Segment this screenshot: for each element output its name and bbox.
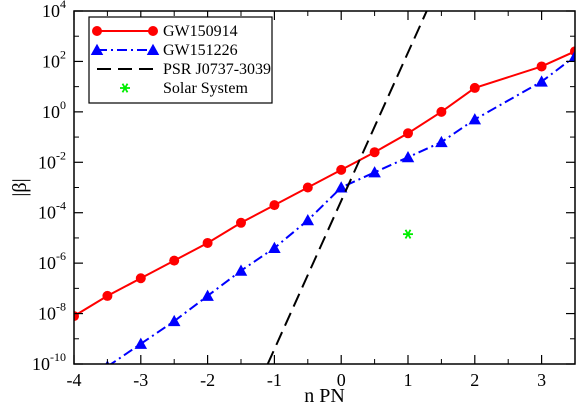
- series-layer: [74, 11, 575, 364]
- data-point-gw150914: [469, 82, 480, 93]
- data-point-gw150914: [269, 200, 280, 211]
- y-tick-label: 100: [42, 98, 66, 122]
- data-point-gw150914: [436, 106, 447, 117]
- series-gw151226: [105, 50, 575, 364]
- x-tick-label: -3: [133, 370, 148, 390]
- data-point-gw151226: [401, 150, 415, 163]
- y-tick-label: 10-2: [38, 148, 66, 172]
- x-tick-label: -4: [67, 370, 82, 390]
- y-tick-label: 102: [42, 47, 66, 71]
- y-tick-label: 10-10: [32, 350, 66, 374]
- data-point-gw151226: [268, 241, 281, 254]
- legend-label-gw150914: GW150914: [163, 23, 238, 40]
- data-point-gw151226: [167, 314, 181, 327]
- y-tick-label: 104: [42, 0, 66, 21]
- legend-marker-gw151226: [146, 43, 160, 55]
- data-point-gw151226: [368, 166, 381, 178]
- legend-marker-gw150914: [148, 26, 158, 36]
- x-tick-label: -1: [267, 370, 282, 390]
- data-point-gw150914: [135, 273, 146, 284]
- data-point-gw150914: [202, 237, 213, 248]
- data-point-gw151226: [134, 337, 148, 349]
- legend-label-gw151226: GW151226: [163, 42, 238, 59]
- tick-labels-layer: -4 -3 -2 -1 0 1 2 3 10-10 10-8 10-6 10-4 10-2 100 102 1…: [32, 0, 546, 390]
- data-point-gw150914: [369, 147, 380, 158]
- x-tick-label: 2: [470, 370, 479, 390]
- legend-marker-solar-system: [120, 83, 130, 93]
- data-point-gw150914: [169, 255, 180, 266]
- data-point-gw151226: [435, 135, 448, 148]
- series-solar-system: [403, 229, 413, 239]
- data-point-gw150914: [102, 290, 113, 301]
- legend-item-psr-j0737-3039: PSR J0737-3039: [97, 61, 271, 78]
- legend-item-gw151226: GW151226: [90, 42, 238, 59]
- data-point-gw150914: [336, 164, 347, 175]
- ticks-layer: [73, 10, 575, 365]
- series-line-psr-j0737-3039: [266, 11, 428, 364]
- data-point-gw151226: [535, 75, 548, 87]
- data-point-gw151226: [334, 181, 348, 193]
- y-axis-label: |β|: [9, 178, 31, 196]
- data-point-gw150914: [302, 182, 313, 193]
- data-point-gw151226: [201, 289, 214, 301]
- x-axis-label: n PN: [304, 385, 345, 406]
- x-tick-label: 0: [337, 370, 346, 390]
- data-point-gw151226: [234, 264, 248, 276]
- series-psr-j0737-3039: [266, 11, 428, 364]
- asterisk-stroke: [121, 83, 129, 93]
- legend-marker-gw150914: [92, 26, 102, 36]
- legend-marker-gw151226: [90, 43, 104, 55]
- legend-item-gw150914: GW150914: [92, 23, 238, 40]
- legend: GW150914 GW151226 PSR J0737-3039 Solar Syst…: [88, 16, 273, 104]
- data-point-gw150914: [236, 217, 246, 228]
- data-point-gw150914: [403, 128, 413, 139]
- data-point-gw151226: [301, 214, 315, 226]
- x-tick-label: 3: [537, 370, 546, 390]
- y-tick-label: 10-8: [38, 300, 66, 324]
- data-point-gw151226: [468, 113, 482, 125]
- data-point-gw150914: [536, 61, 547, 72]
- data-point-gw151226: [568, 50, 575, 62]
- x-tick-label: -2: [200, 370, 215, 390]
- series-line-gw151226: [109, 55, 575, 364]
- data-point-solar-system: [403, 229, 413, 239]
- legend-item-solar-system: Solar System: [120, 80, 248, 97]
- series-gw150914: [74, 46, 575, 322]
- x-tick-label: 1: [404, 370, 413, 390]
- legend-label-solar-system: Solar System: [163, 80, 248, 97]
- legend-label-psr-j0737-3039: PSR J0737-3039: [163, 61, 271, 78]
- legend-items: GW150914 GW151226 PSR J0737-3039 Solar Syst…: [90, 23, 271, 97]
- asterisk-stroke: [404, 229, 412, 239]
- y-tick-label: 10-6: [38, 249, 66, 273]
- y-tick-label: 10-4: [38, 199, 66, 223]
